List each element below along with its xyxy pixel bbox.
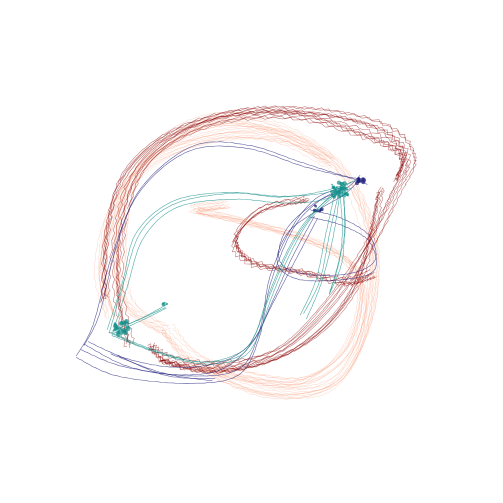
teal-knot — [346, 188, 349, 191]
teal-strand — [329, 186, 346, 295]
teal-knot — [342, 194, 344, 197]
salmon-strand — [199, 207, 364, 384]
darkred-strand — [104, 110, 408, 366]
darkred-strand — [158, 186, 382, 372]
teal-knot — [331, 183, 333, 186]
navy-strand — [83, 141, 363, 346]
salmon-strand — [98, 136, 326, 320]
salmon-strand — [198, 203, 365, 386]
teal-knot — [164, 301, 166, 304]
darkred-strand — [235, 199, 377, 285]
teal-knot — [116, 331, 120, 335]
salmon-strand — [115, 111, 381, 396]
darkred-strand — [117, 116, 403, 349]
teal-strand — [112, 187, 353, 335]
teal-knot — [123, 332, 126, 335]
salmon-strand — [195, 207, 366, 386]
darkred-strand — [100, 105, 417, 373]
salmon-strand — [123, 117, 377, 389]
darkred-strand-layer — [100, 105, 417, 374]
teal-knot — [334, 192, 338, 196]
teal-knot — [333, 196, 336, 199]
darkred-strand — [158, 192, 380, 374]
teal-knot — [332, 185, 336, 189]
teal-knot — [119, 320, 125, 326]
teal-knot — [330, 193, 334, 197]
teal-knot — [125, 325, 130, 329]
teal-knot — [335, 186, 339, 190]
navy-knot — [320, 207, 324, 212]
darkred-strand — [103, 105, 417, 369]
darkred-strand — [111, 111, 406, 347]
salmon-strand — [100, 127, 335, 317]
darkred-strand — [103, 110, 405, 367]
teal-strand — [113, 304, 167, 330]
salmon-strand — [190, 202, 362, 384]
navy-strand — [278, 175, 377, 276]
salmon-strand — [196, 207, 367, 388]
teal-knot — [123, 328, 128, 334]
navy-strand — [276, 182, 377, 282]
salmon-strand — [119, 122, 371, 391]
navy-strand — [110, 353, 213, 382]
teal-knot — [165, 302, 168, 305]
navy-strand — [76, 145, 368, 357]
darkred-strand — [161, 188, 385, 374]
darkred-strand — [231, 200, 370, 287]
darkred-strand — [233, 198, 375, 285]
darkred-strand — [115, 113, 406, 346]
darkred-strand — [116, 112, 407, 343]
teal-knot — [121, 329, 124, 332]
navy-knot — [313, 204, 316, 207]
teal-strand — [111, 191, 340, 365]
salmon-strand — [111, 118, 374, 400]
navy-knot — [357, 179, 361, 182]
teal-knot — [162, 303, 165, 305]
teal-knot — [124, 319, 129, 324]
teal-knot — [343, 187, 346, 190]
teal-strand — [303, 185, 341, 314]
darkred-strand — [115, 110, 405, 345]
salmon-strand — [198, 206, 368, 385]
teal-strand-layer — [107, 180, 356, 365]
darkred-strand — [121, 115, 404, 345]
teal-knot — [343, 191, 348, 196]
teal-knot — [342, 181, 347, 186]
teal-strand — [109, 180, 356, 334]
navy-knot — [357, 177, 361, 180]
salmon-strand — [114, 114, 380, 396]
teal-strand — [107, 181, 354, 330]
teal-knot — [336, 180, 341, 185]
salmon-strand — [116, 124, 375, 397]
teal-knot — [344, 195, 346, 198]
darkred-strand — [159, 192, 379, 372]
salmon-strand — [125, 120, 378, 390]
darkred-strand — [100, 107, 412, 370]
teal-strand — [110, 190, 336, 363]
teal-knot — [113, 322, 117, 325]
darkred-strand — [233, 195, 371, 280]
teal-strand — [300, 186, 337, 316]
teal-knot — [337, 194, 342, 199]
salmon-strand — [104, 137, 332, 320]
salmon-strand — [97, 131, 326, 313]
teal-knot — [343, 185, 346, 188]
navy-strand — [88, 215, 315, 368]
navy-knot — [361, 177, 367, 183]
navy-knot — [319, 209, 321, 212]
navy-strand-layer — [76, 141, 377, 384]
salmon-strand — [98, 134, 329, 318]
salmon-strand — [197, 201, 364, 379]
teal-knot — [333, 188, 338, 194]
teal-strand — [306, 184, 342, 320]
teal-knot — [338, 189, 341, 192]
navy-strand — [76, 189, 343, 384]
teal-knot — [330, 189, 334, 194]
teal-knot — [114, 326, 119, 330]
